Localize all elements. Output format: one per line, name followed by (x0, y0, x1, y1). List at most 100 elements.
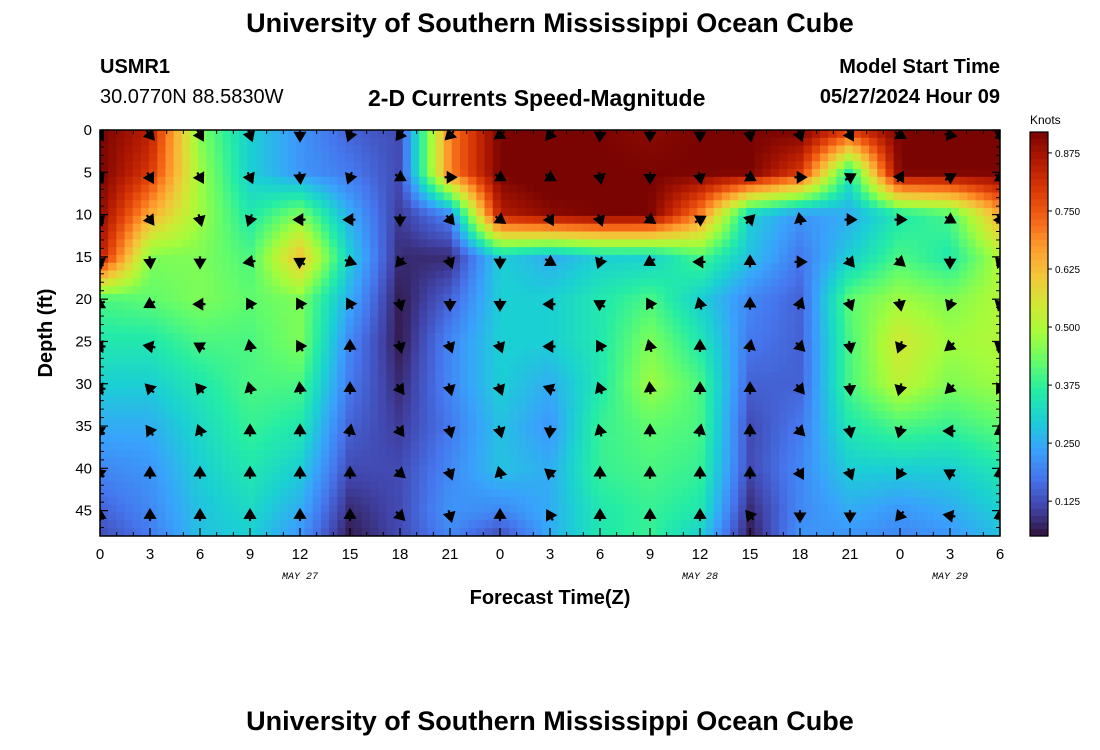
heatmap-cell (460, 153, 469, 162)
heatmap-cell (582, 262, 592, 272)
heatmap-cell (329, 473, 338, 482)
heatmap-cell (983, 254, 993, 264)
heatmap-cell (795, 262, 805, 272)
heatmap-cell (574, 309, 584, 318)
heatmap-cell (451, 364, 461, 373)
heatmap-cell (975, 387, 985, 397)
heatmap-cell (132, 457, 142, 467)
heatmap-cell (730, 457, 739, 467)
heatmap-cell (230, 137, 240, 147)
heatmap-cell (631, 254, 641, 264)
heatmap-cell (852, 403, 862, 412)
heatmap-cell (770, 137, 780, 147)
heatmap-cell (370, 333, 379, 342)
heatmap-cell (550, 153, 559, 162)
heatmap-cell (337, 200, 347, 209)
heatmap-cell (811, 387, 821, 397)
heatmap-cell (124, 395, 134, 404)
heatmap-cell (599, 450, 608, 459)
heatmap-cell (157, 278, 167, 287)
heatmap-cell (370, 161, 379, 170)
heatmap-cell (304, 348, 314, 358)
heatmap-cell (738, 333, 747, 342)
heatmap-cell (157, 340, 167, 350)
heatmap-cell (533, 450, 543, 459)
heatmap-cell (541, 200, 551, 209)
heatmap-cell (730, 403, 739, 412)
heatmap-cell (214, 356, 224, 365)
heatmap-cell (877, 325, 887, 334)
heatmap-cell (108, 169, 117, 178)
heatmap-cell (468, 364, 477, 373)
heatmap-cell (149, 481, 158, 490)
heatmap-cell (206, 364, 216, 373)
heatmap-cell (198, 278, 207, 287)
heatmap-cell (427, 379, 437, 389)
heatmap-cell (656, 457, 666, 467)
heatmap-cell (844, 239, 854, 248)
heatmap-cell (140, 473, 150, 482)
heatmap-cell (476, 215, 486, 225)
heatmap-cell (419, 372, 428, 381)
heatmap-cell (697, 395, 707, 404)
heatmap-cell (599, 262, 608, 272)
heatmap-cell (492, 239, 502, 248)
heatmap-cell (893, 278, 903, 287)
heatmap-cell (386, 434, 396, 443)
heatmap-cell (509, 317, 518, 326)
heatmap-cell (640, 356, 649, 365)
heatmap-cell (844, 457, 854, 467)
heatmap-cell (730, 176, 739, 186)
heatmap-cell (795, 184, 805, 194)
heatmap-cell (975, 192, 985, 201)
heatmap-cell (460, 457, 469, 467)
heatmap-cell (329, 418, 338, 428)
heatmap-cell (860, 434, 870, 443)
heatmap-cell (100, 364, 109, 373)
heatmap-cell (738, 473, 747, 482)
heatmap-cell (337, 473, 347, 482)
heatmap-cell (664, 418, 674, 428)
heatmap-cell (132, 309, 142, 318)
heatmap-cell (877, 153, 887, 162)
heatmap-cell (214, 403, 224, 412)
heatmap-cell (599, 293, 608, 303)
heatmap-cell (517, 317, 527, 326)
heatmap-cell (599, 372, 608, 381)
heatmap-cell (132, 223, 142, 233)
heatmap-cell (206, 450, 216, 459)
heatmap-cell (108, 247, 117, 256)
heatmap-cell (730, 379, 739, 389)
heatmap-cell (500, 153, 510, 162)
heatmap-cell (869, 239, 878, 248)
heatmap-cell (198, 434, 207, 443)
heatmap-cell (910, 301, 919, 311)
heatmap-cell (607, 442, 617, 451)
heatmap-cell (288, 239, 297, 248)
heatmap-cell (762, 364, 772, 373)
heatmap-cell (910, 176, 919, 186)
heatmap-cell (427, 317, 437, 326)
heatmap-cell (451, 387, 461, 397)
heatmap-cell (558, 372, 567, 381)
heatmap-cell (419, 130, 428, 139)
heatmap-cell (803, 184, 813, 194)
heatmap-cell (410, 130, 420, 139)
heatmap-cell (337, 442, 347, 451)
heatmap-cell (599, 153, 608, 162)
heatmap-cell (304, 176, 314, 186)
heatmap-cell (713, 200, 723, 209)
heatmap-cell (386, 130, 396, 139)
heatmap-cell (918, 333, 927, 342)
heatmap-cell (165, 395, 175, 404)
heatmap-cell (140, 465, 150, 475)
heatmap-cell (190, 223, 199, 233)
heatmap-cell (942, 278, 952, 287)
heatmap-cell (607, 270, 617, 279)
heatmap-cell (157, 153, 167, 162)
heatmap-cell (312, 325, 322, 334)
heatmap-cell (402, 442, 412, 451)
heatmap-cell (517, 231, 527, 240)
heatmap-cell (525, 457, 535, 467)
heatmap-cell (631, 348, 641, 358)
